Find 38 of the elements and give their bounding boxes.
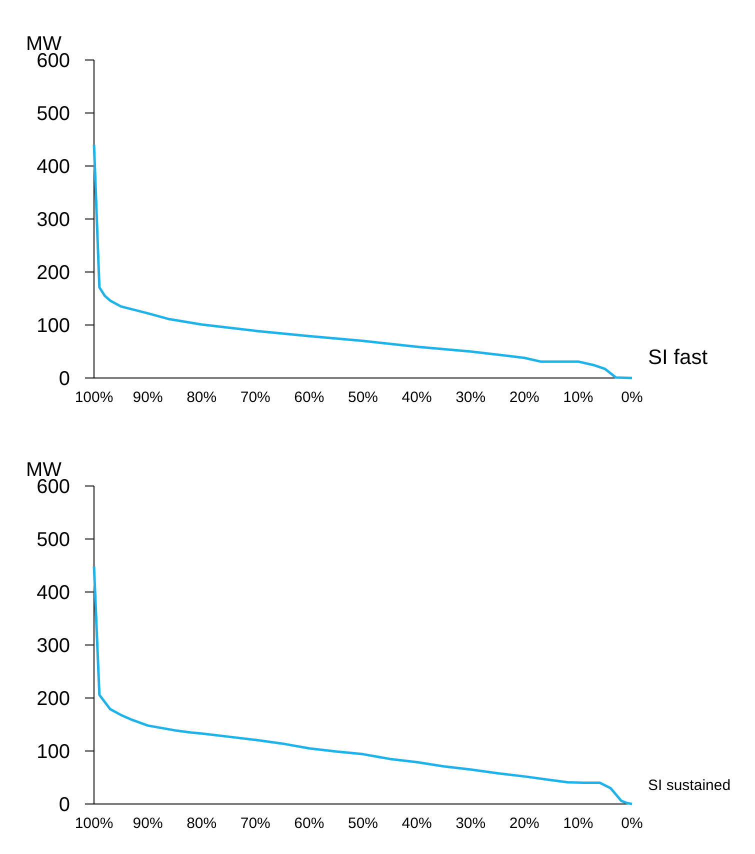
y-tick-label: 400 xyxy=(36,582,70,604)
x-axis-title: SI sustained xyxy=(648,777,731,794)
x-tick-label: 20% xyxy=(509,815,540,832)
x-tick-label: 80% xyxy=(186,815,217,832)
x-tick-label: 50% xyxy=(348,389,378,406)
y-tick-label: 400 xyxy=(36,156,70,178)
x-tick-label: 0% xyxy=(621,389,643,406)
y-tick-label: 0 xyxy=(58,794,70,816)
y-tick-label: 600 xyxy=(36,50,70,72)
y-tick-label: 100 xyxy=(36,741,70,763)
y-tick-label: 200 xyxy=(36,262,70,284)
y-tick-label: 500 xyxy=(36,103,70,125)
x-tick-label: 50% xyxy=(348,815,378,832)
x-tick-label: 60% xyxy=(294,815,324,832)
y-tick-label: 300 xyxy=(36,635,70,657)
x-tick-label: 90% xyxy=(132,815,163,832)
x-tick-label: 10% xyxy=(563,389,594,406)
y-tick-label: 600 xyxy=(36,476,70,498)
x-tick-label: 100% xyxy=(74,389,114,406)
x-tick-label: 90% xyxy=(132,389,163,406)
x-tick-label: 40% xyxy=(402,389,432,406)
y-tick-label: 0 xyxy=(58,368,70,390)
x-tick-label: 30% xyxy=(456,815,486,832)
x-tick-label: 100% xyxy=(74,815,114,832)
x-axis-title: SI fast xyxy=(648,346,708,369)
x-tick-label: 10% xyxy=(563,815,594,832)
x-tick-label: 70% xyxy=(240,815,270,832)
y-tick-label: 100 xyxy=(36,315,70,337)
x-tick-label: 40% xyxy=(402,815,432,832)
y-tick-label: 500 xyxy=(36,529,70,551)
x-tick-label: 70% xyxy=(240,389,270,406)
x-tick-label: 0% xyxy=(621,815,643,832)
x-tick-label: 60% xyxy=(294,389,324,406)
x-tick-label: 80% xyxy=(186,389,217,406)
x-tick-label: 30% xyxy=(456,389,486,406)
y-tick-label: 200 xyxy=(36,688,70,710)
y-tick-label: 300 xyxy=(36,209,70,231)
x-tick-label: 20% xyxy=(509,389,540,406)
